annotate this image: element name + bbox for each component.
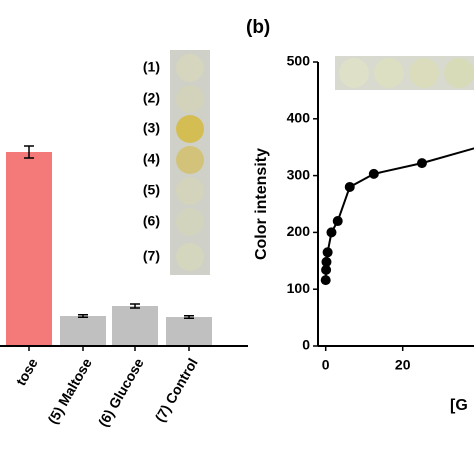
data-line (324, 147, 474, 281)
well-label: (3) (143, 120, 160, 136)
well (176, 115, 204, 143)
x-tick-label: (7) Control (152, 355, 201, 424)
data-point (332, 216, 343, 227)
well (176, 54, 204, 82)
bar (6, 152, 52, 346)
y-axis-label: Color intensity (253, 148, 270, 260)
error-bar (24, 145, 34, 159)
data-point (416, 158, 427, 169)
data-point (368, 168, 379, 179)
y-tick-label: 100 (287, 280, 311, 296)
error-bar (184, 315, 194, 319)
well-label: (7) (143, 248, 160, 264)
well-label: (2) (143, 90, 160, 106)
y-tick-label: 200 (287, 223, 311, 239)
well (176, 243, 204, 271)
inset-wells (335, 56, 474, 90)
data-point (322, 247, 333, 258)
well (339, 58, 369, 88)
x-tick-label: (6) Glucose (95, 355, 147, 429)
bar (60, 316, 106, 346)
error-bar (130, 303, 140, 309)
bar (166, 317, 212, 346)
x-tick-label: 0 (322, 357, 330, 373)
x-axis-label: [G (450, 397, 468, 414)
data-point (326, 227, 337, 238)
well (176, 177, 204, 205)
well-strip (170, 50, 210, 275)
x-tick-label: 20 (395, 357, 411, 373)
panel-label: (b) (246, 17, 270, 38)
y-tick-label: 300 (287, 166, 311, 182)
x-tick-label: tose (13, 355, 41, 388)
data-point (321, 264, 332, 275)
data-point (321, 256, 332, 267)
y-tick-label: 400 (287, 110, 311, 126)
well-label: (6) (143, 213, 160, 229)
well (176, 208, 204, 236)
x-tick-label: (5) Maltose (44, 355, 95, 427)
data-point (344, 181, 355, 192)
y-tick-label: 0 (302, 337, 310, 353)
data-point (320, 275, 331, 286)
error-bar (78, 314, 88, 318)
well (176, 146, 204, 174)
y-tick-label: 500 (287, 53, 311, 69)
well (176, 85, 204, 113)
well-label: (1) (143, 59, 160, 75)
well-label: (4) (143, 151, 160, 167)
bar (112, 306, 158, 346)
well (444, 58, 474, 88)
well (374, 58, 404, 88)
well-label: (5) (143, 182, 160, 198)
well (409, 58, 439, 88)
